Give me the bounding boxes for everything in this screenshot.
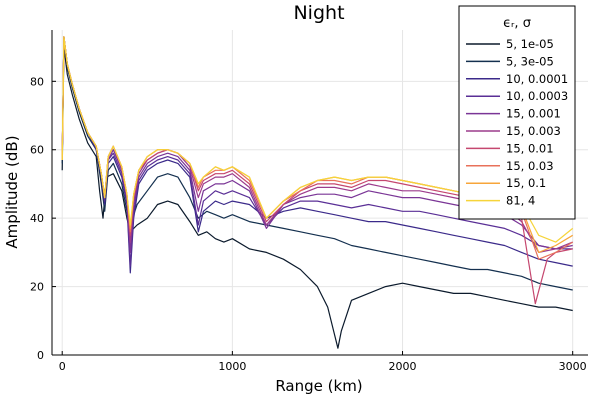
legend-label-6: 15, 0.01 (506, 141, 554, 155)
y-tick-label-2: 40 (30, 212, 44, 225)
x-tick-label-1: 1000 (218, 360, 246, 373)
legend-label-9: 81, 4 (506, 194, 535, 208)
y-tick-label-4: 80 (30, 75, 44, 88)
tick-labels: 0 1000 2000 3000 0 20 40 60 80 (30, 75, 587, 373)
x-tick-label-0: 0 (59, 360, 66, 373)
y-axis-title: Amplitude (dB) (3, 135, 21, 248)
y-tick-label-0: 0 (37, 349, 44, 362)
legend-label-0: 5, 1e-05 (506, 37, 554, 51)
x-tick-label-2: 2000 (389, 360, 417, 373)
y-tick-label-3: 60 (30, 144, 44, 157)
x-axis-title: Range (km) (275, 377, 362, 395)
legend-label-4: 15, 0.001 (506, 107, 561, 121)
legend-label-2: 10, 0.0001 (506, 72, 568, 86)
legend-label-7: 15, 0.03 (506, 159, 554, 173)
y-tick-label-1: 20 (30, 281, 44, 294)
series-line-1 (61, 39, 573, 291)
x-tick-label-3: 3000 (559, 360, 587, 373)
series-line-0 (61, 46, 573, 349)
series-line-9 (61, 36, 574, 243)
legend-title: ϵᵣ, σ (503, 16, 531, 31)
legend-label-5: 15, 0.003 (506, 124, 561, 138)
series-lines (61, 36, 574, 349)
legend-label-3: 10, 0.0003 (506, 89, 568, 103)
legend-label-1: 5, 3e-05 (506, 54, 554, 68)
legend-label-8: 15, 0.1 (506, 176, 546, 190)
chart-title: Night (293, 2, 344, 24)
axes-frame (51, 30, 588, 356)
legend: ϵᵣ, σ 5, 1e-05 5, 3e-05 10, 0.0001 10, 0.00… (458, 5, 576, 220)
